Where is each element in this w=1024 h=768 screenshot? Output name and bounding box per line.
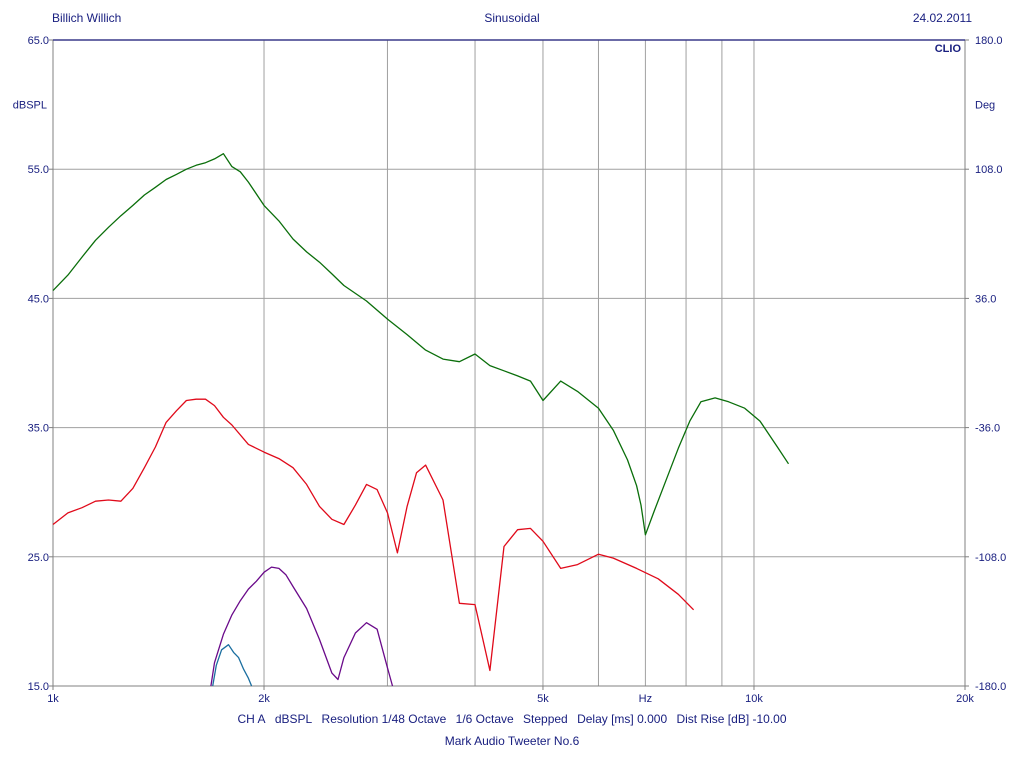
y-axis-label: dBSPL <box>13 100 47 112</box>
device-name: Mark Audio Tweeter No.6 <box>444 734 580 748</box>
x-tick-label: 10k <box>745 693 763 705</box>
y2-tick-label: -108.0 <box>975 552 1006 564</box>
header-left-name: Billich Willich <box>52 11 122 25</box>
smoothing-label: 1/6 Octave <box>455 712 514 726</box>
y-tick-label: 45.0 <box>28 293 49 305</box>
y2-tick-label: -180.0 <box>975 681 1006 693</box>
y2-tick-label: 180.0 <box>975 35 1003 47</box>
x-tick-label: 5k <box>537 693 549 705</box>
x-tick-label: 1k <box>47 693 59 705</box>
channel-label: CH A <box>237 712 266 726</box>
y-tick-label: 65.0 <box>28 35 49 47</box>
x-axis-unit-label: Hz <box>639 693 652 705</box>
clio-brand-label: CLIO <box>935 43 962 55</box>
delay-label: Delay [ms] 0.000 <box>577 712 668 726</box>
series-line-4 <box>212 644 253 687</box>
header-measurement-type: Sinusoidal <box>484 11 540 25</box>
plot-frame <box>52 39 966 687</box>
y-tick-label: 15.0 <box>28 681 49 693</box>
header-date: 24.02.2011 <box>912 11 972 25</box>
y-tick-label: 35.0 <box>28 423 49 435</box>
y2-tick-label: -36.0 <box>975 423 1000 435</box>
series-line-2 <box>52 398 695 672</box>
y-tick-label: 25.0 <box>28 552 49 564</box>
dist-rise-label: Dist Rise [dB] -10.00 <box>676 712 787 726</box>
x-tick-label: 20k <box>956 693 974 705</box>
unit-label: dBSPL <box>274 712 313 726</box>
resolution-label: Resolution 1/48 Octave <box>321 712 447 726</box>
y2-axis-label: Deg <box>975 100 995 112</box>
series-line-1 <box>52 153 790 536</box>
x-tick-label: 2k <box>258 693 270 705</box>
y-tick-label: 55.0 <box>28 164 49 176</box>
measurement-settings: CH A dBSPL Resolution 1/48 Octave 1/6 Oc… <box>0 712 1024 726</box>
mode-label: Stepped <box>523 712 568 726</box>
y2-tick-label: 36.0 <box>975 293 996 305</box>
series-line-3 <box>210 566 394 687</box>
y2-tick-label: 108.0 <box>975 164 1003 176</box>
